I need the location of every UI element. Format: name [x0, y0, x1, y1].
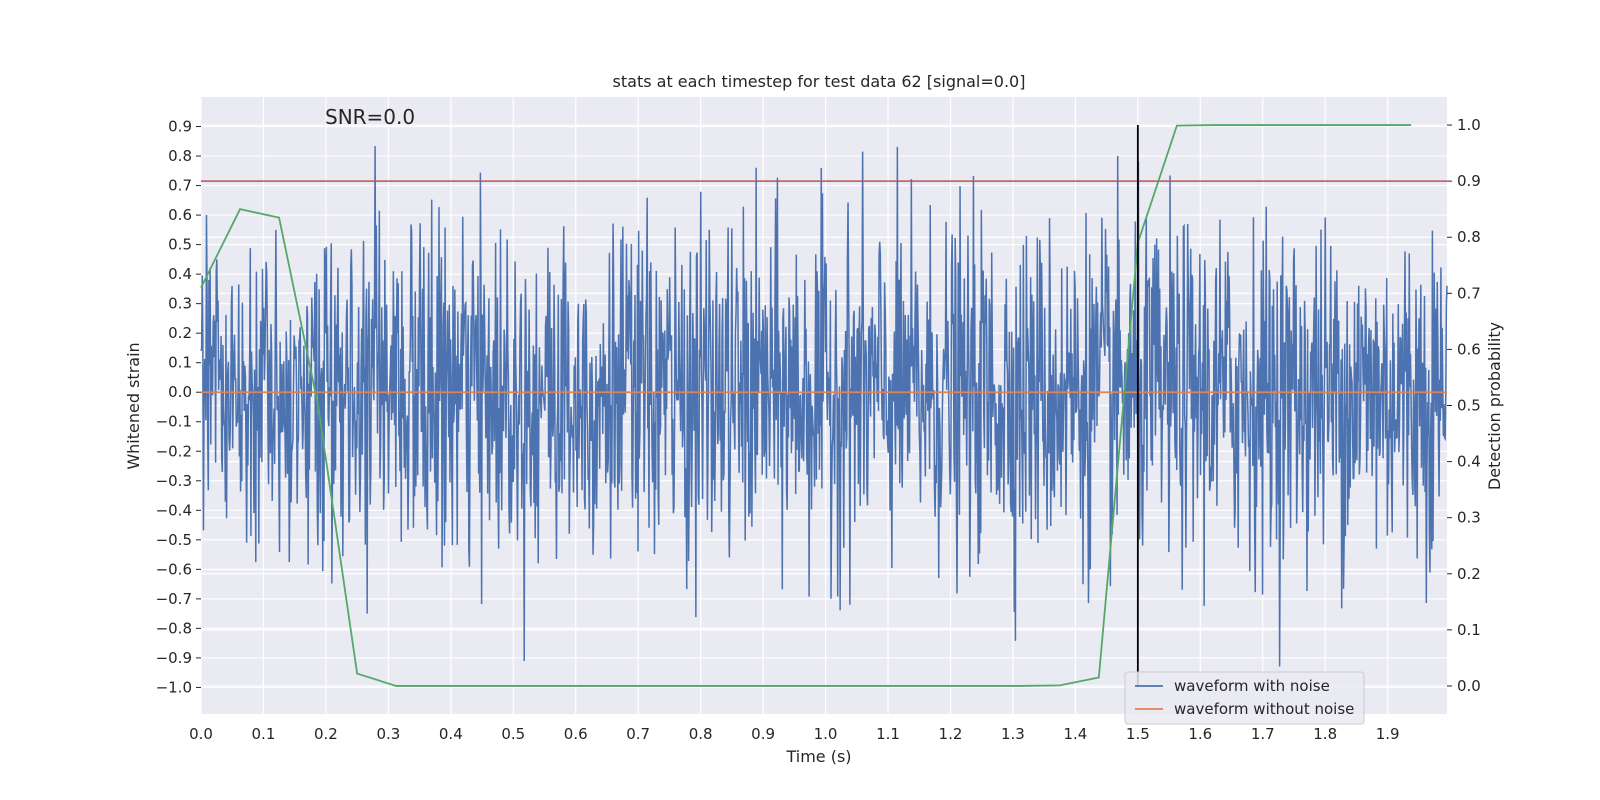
x-tick-label: 1.9 — [1376, 725, 1400, 743]
y2-tick-label: 0.5 — [1457, 397, 1481, 415]
y-axis-label: Whitened strain — [124, 342, 143, 469]
legend-label: waveform with noise — [1174, 677, 1330, 695]
legend-box — [1124, 671, 1365, 725]
y2-axis-ticks: 1.0 0.9 0.8 0.7 0.6 0.5 0.4 0.3 0.2 0.1 0.0 — [1447, 116, 1481, 695]
series-detection-probability — [200, 124, 1412, 687]
x-tick-label: 1.5 — [1126, 725, 1150, 743]
y-tick-label: −0.8 — [156, 619, 192, 637]
x-tick-label: 1.1 — [876, 725, 900, 743]
y-tick-label: 0.9 — [168, 118, 192, 136]
y-tick-label: −0.2 — [156, 442, 192, 460]
y2-tick-label: 0.9 — [1457, 172, 1481, 190]
y-tick-label: 0.1 — [168, 354, 192, 372]
x-tick-label: 0.1 — [252, 725, 276, 743]
y-tick-label: −0.4 — [156, 501, 192, 519]
y-axis-ticks: 0.9 0.8 0.7 0.6 0.5 0.4 0.3 0.2 0.1 0.0 −0.1 −0.2 −0… — [156, 118, 201, 696]
x-tick-label: 1.3 — [1001, 725, 1025, 743]
y-tick-label: −0.9 — [156, 649, 192, 667]
y2-tick-label: 0.4 — [1457, 453, 1481, 471]
y2-tick-label: 0.6 — [1457, 340, 1481, 358]
x-tick-label: 1.2 — [939, 725, 963, 743]
y2-tick-label: 0.2 — [1457, 565, 1481, 583]
x-axis-label: Time (s) — [785, 747, 851, 766]
series-waveform-with-noise — [200, 146, 1448, 667]
y-tick-label: 0.2 — [168, 324, 192, 342]
y-tick-label: 0.5 — [168, 236, 192, 254]
snr-annotation: SNR=0.0 — [325, 105, 415, 129]
y-tick-label: −0.1 — [156, 413, 192, 431]
x-tick-label: 0.9 — [751, 725, 775, 743]
y-tick-label: −0.7 — [156, 590, 192, 608]
x-tick-label: 1.6 — [1188, 725, 1212, 743]
y2-tick-label: 1.0 — [1457, 116, 1481, 134]
y-tick-label: 0.4 — [168, 265, 192, 283]
x-tick-label: 0.4 — [439, 725, 463, 743]
y2-axis-label: Detection probability — [1485, 322, 1504, 490]
x-tick-label: 0.8 — [689, 725, 713, 743]
y2-tick-label: 0.8 — [1457, 228, 1481, 246]
y2-tick-label: 0.3 — [1457, 509, 1481, 527]
x-tick-label: 0.2 — [314, 725, 338, 743]
x-tick-label: 0.6 — [564, 725, 588, 743]
y-tick-label: 0.6 — [168, 206, 192, 224]
x-axis-ticks: 0.0 0.1 0.2 0.3 0.4 0.5 0.6 0.7 0.8 0.9 1.0 1.1 1.2 1… — [189, 725, 1400, 743]
y-tick-label: −0.5 — [156, 531, 192, 549]
y-tick-label: −0.6 — [156, 560, 192, 578]
y-tick-label: −0.3 — [156, 472, 192, 490]
x-tick-label: 1.4 — [1063, 725, 1087, 743]
legend: waveform with noise waveform without nois… — [1124, 671, 1365, 725]
y2-tick-label: 0.7 — [1457, 284, 1481, 302]
chart-title: stats at each timestep for test data 62 … — [613, 72, 1026, 91]
noise-waveform-line — [200, 146, 1448, 667]
x-tick-label: 0.5 — [501, 725, 525, 743]
y-tick-label: 0.8 — [168, 147, 192, 165]
x-tick-label: 1.0 — [814, 725, 838, 743]
y-tick-label: 0.3 — [168, 295, 192, 313]
y-tick-label: 0.0 — [168, 383, 192, 401]
probability-line — [200, 124, 1412, 687]
x-tick-label: 0.3 — [376, 725, 400, 743]
y-tick-label: 0.7 — [168, 177, 192, 195]
x-tick-label: 0.0 — [189, 725, 213, 743]
y2-tick-label: 0.0 — [1457, 677, 1481, 695]
x-tick-label: 1.7 — [1251, 725, 1275, 743]
x-tick-label: 0.7 — [626, 725, 650, 743]
y-tick-label: −1.0 — [156, 678, 192, 696]
legend-label: waveform without noise — [1174, 700, 1354, 718]
y2-tick-label: 0.1 — [1457, 621, 1481, 639]
x-tick-label: 1.8 — [1313, 725, 1337, 743]
